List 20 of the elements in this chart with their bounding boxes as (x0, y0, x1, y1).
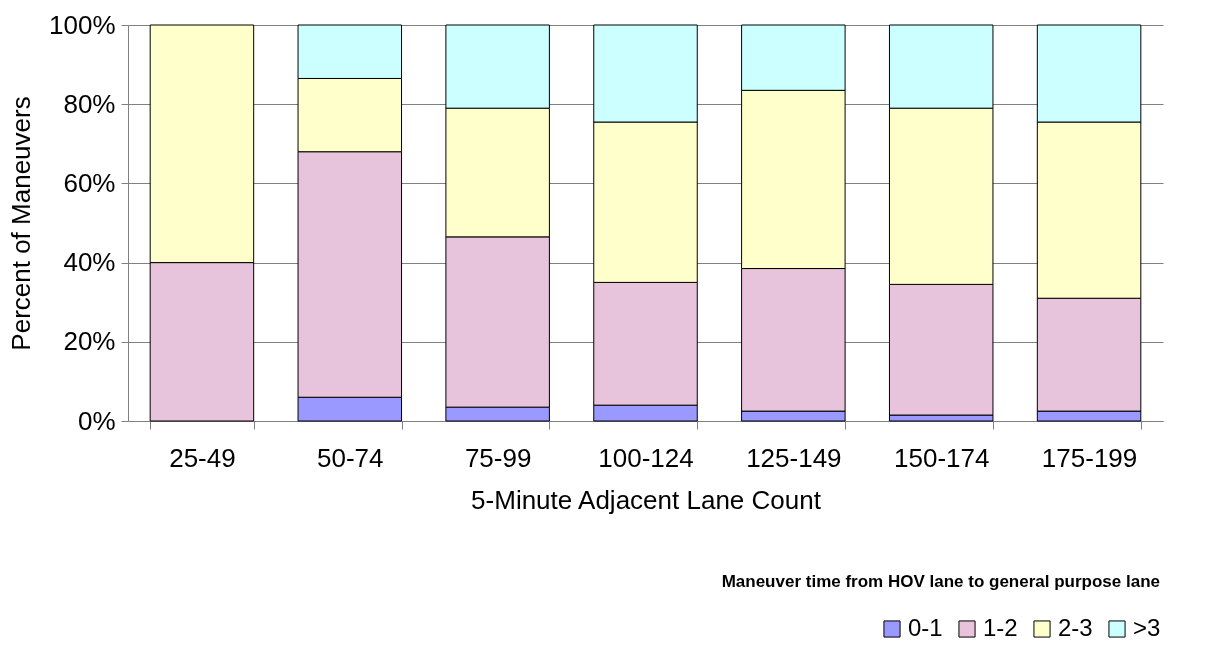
x-tick-label: 50-74 (317, 442, 384, 473)
y-tick-label: 100% (49, 9, 116, 40)
y-tick-label: 40% (63, 247, 116, 278)
x-tick-label: 175-199 (1041, 442, 1138, 473)
x-tick-label: 150-174 (894, 442, 990, 473)
y-tick-label: 0% (77, 405, 116, 436)
legend-title: Maneuver time from HOV lane to general purpose lane (721, 572, 1160, 591)
x-axis-title: 5-Minute Adjacent Lane Count (471, 484, 822, 515)
legend-label: 0-1 (908, 614, 943, 641)
y-tick-label: 60% (63, 167, 116, 198)
x-tick-label: 125-149 (746, 442, 842, 473)
legend-label: 1-2 (983, 614, 1018, 641)
y-axis-title: Percent of Maneuvers (6, 96, 36, 351)
x-tick-label: 100-124 (598, 442, 694, 473)
y-tick-label: 80% (63, 88, 116, 119)
x-tick-label: 25-49 (169, 442, 236, 473)
x-tick-label: 75-99 (464, 442, 532, 473)
y-tick-label: 20% (63, 326, 116, 357)
legend-label: >3 (1133, 614, 1161, 641)
legend-label: 2-3 (1058, 614, 1093, 641)
